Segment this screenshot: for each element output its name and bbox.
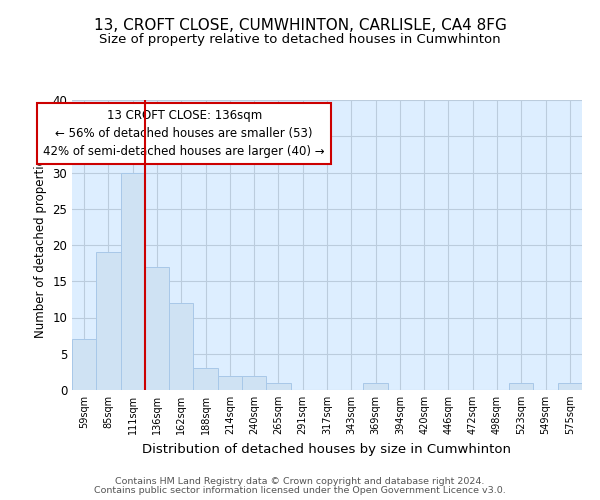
Bar [96, 252, 121, 390]
Y-axis label: Number of detached properties: Number of detached properties [34, 152, 47, 338]
Text: 13 CROFT CLOSE: 136sqm
← 56% of detached houses are smaller (53)
42% of semi-det: 13 CROFT CLOSE: 136sqm ← 56% of detached… [43, 108, 325, 158]
Bar [72, 339, 96, 390]
Text: Contains HM Land Registry data © Crown copyright and database right 2024.: Contains HM Land Registry data © Crown c… [115, 477, 485, 486]
Text: 13, CROFT CLOSE, CUMWHINTON, CARLISLE, CA4 8FG: 13, CROFT CLOSE, CUMWHINTON, CARLISLE, C… [94, 18, 506, 32]
Bar [218, 376, 242, 390]
Bar [364, 383, 388, 390]
Bar [121, 172, 145, 390]
Bar [242, 376, 266, 390]
X-axis label: Distribution of detached houses by size in Cumwhinton: Distribution of detached houses by size … [143, 442, 511, 456]
Bar [558, 383, 582, 390]
Bar [193, 368, 218, 390]
Bar [169, 303, 193, 390]
Bar [145, 267, 169, 390]
Text: Contains public sector information licensed under the Open Government Licence v3: Contains public sector information licen… [94, 486, 506, 495]
Bar [509, 383, 533, 390]
Bar [266, 383, 290, 390]
Text: Size of property relative to detached houses in Cumwhinton: Size of property relative to detached ho… [99, 32, 501, 46]
